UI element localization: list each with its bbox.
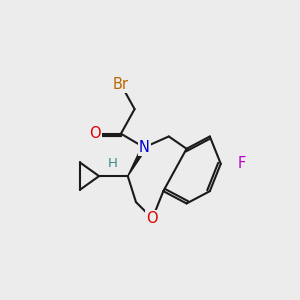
Text: H: H xyxy=(108,157,118,170)
Text: Br: Br xyxy=(113,77,129,92)
Text: O: O xyxy=(89,126,101,141)
Polygon shape xyxy=(128,146,146,176)
Text: N: N xyxy=(139,140,150,155)
Text: O: O xyxy=(147,211,158,226)
Text: F: F xyxy=(237,156,245,171)
